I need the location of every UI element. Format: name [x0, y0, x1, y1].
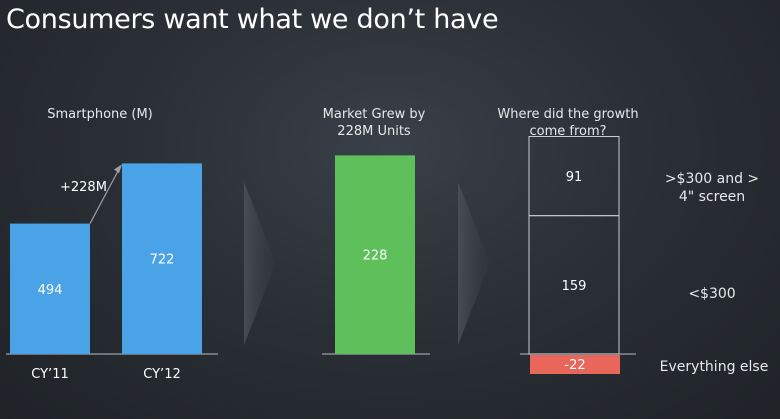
- data-label: 91: [566, 170, 583, 185]
- tick-label: CY’11: [31, 367, 68, 382]
- bar-segment: [528, 136, 620, 217]
- bar-segment: [530, 355, 620, 374]
- growth-arrow-line: [89, 167, 121, 224]
- arrow-head-icon: [114, 164, 122, 174]
- tick-label: CY’12: [143, 367, 180, 382]
- data-label: 159: [562, 279, 587, 294]
- bar: [10, 223, 90, 354]
- growth-annotation: +228M: [60, 180, 107, 195]
- arrow-icon: [458, 182, 490, 345]
- segment-label-premium: >$300 and > 4" screen: [664, 171, 760, 205]
- chart1-title: Smartphone (M): [47, 107, 153, 122]
- bar: [335, 155, 415, 354]
- data-label: 494: [38, 283, 63, 298]
- segment-label-under300: <$300: [688, 286, 736, 302]
- data-label: 228: [363, 248, 388, 263]
- arrow-icon: [244, 182, 276, 345]
- segment-label-everything-else: Everything else: [659, 359, 769, 375]
- data-label: 722: [150, 253, 175, 268]
- bar: [122, 163, 202, 354]
- data-label: -22: [564, 358, 585, 373]
- slide-title: Consumers want what we don’t have: [6, 4, 499, 35]
- chart2-title: Market Grew by 228M Units: [322, 107, 426, 139]
- chart3-title: Where did the growth come from?: [497, 107, 639, 139]
